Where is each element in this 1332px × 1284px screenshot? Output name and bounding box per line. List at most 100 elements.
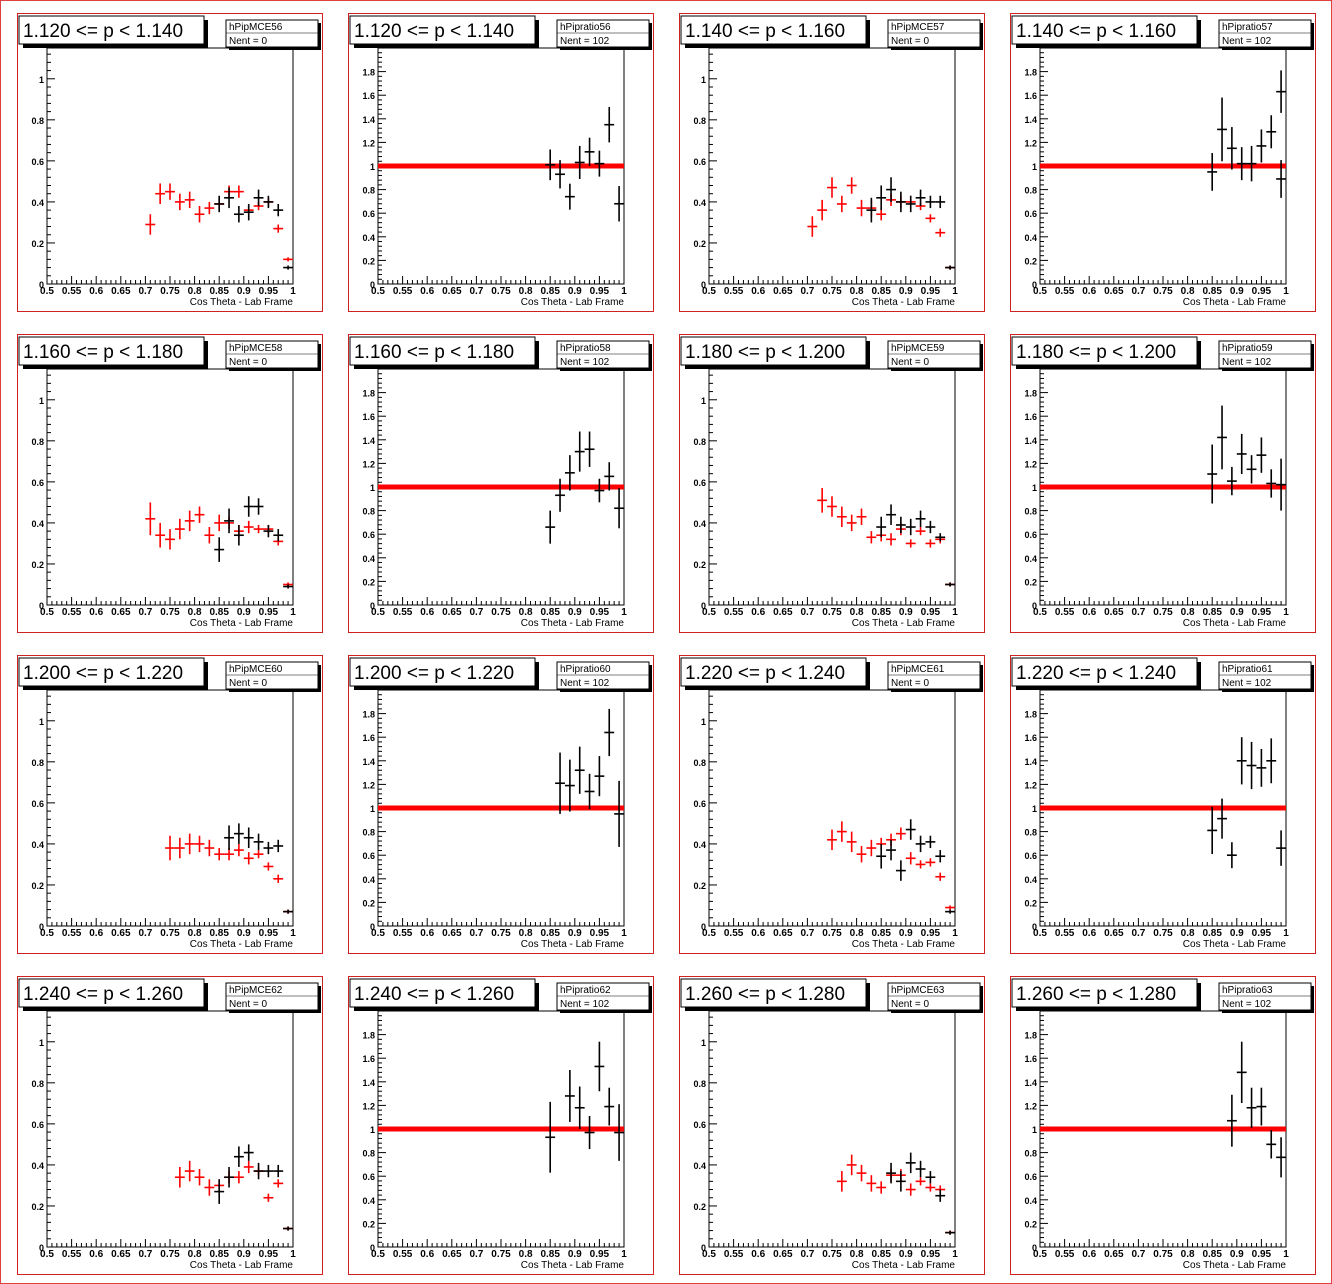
x-tick-label: 0.8 — [850, 286, 864, 297]
data-point — [604, 462, 615, 491]
pad-title: 1.180 <= p < 1.200 — [685, 342, 845, 363]
x-tick-label: 0.65 — [1104, 1249, 1124, 1260]
x-tick-label: 0.9 — [899, 607, 913, 618]
x-tick-label: 0.6 — [751, 1249, 765, 1260]
y-tick-label: 0.2 — [693, 560, 706, 570]
data-point — [915, 189, 926, 207]
x-tick-label: 0.95 — [259, 607, 279, 618]
pad-title: 1.200 <= p < 1.220 — [354, 663, 514, 684]
pad-title: 1.260 <= p < 1.280 — [685, 984, 845, 1005]
data-point — [876, 843, 887, 869]
mc-point — [174, 837, 185, 859]
y-tick-label: 1.6 — [362, 1054, 375, 1064]
histogram-pad: 0.5 0.55 0.6 0.65 0.7 0.75 0.8 0.85 0.9 0.95 1Cos … — [348, 655, 654, 954]
histogram-pad: 0.5 0.55 0.6 0.65 0.7 0.75 0.8 0.85 0.9 0.95 1Cos … — [17, 655, 323, 954]
y-tick-label: 1.2 — [362, 138, 375, 148]
data-point — [545, 510, 556, 544]
y-tick-label: 0 — [370, 1243, 375, 1253]
x-tick-label: 0.8 — [519, 1249, 533, 1260]
y-tick-label: 0.4 — [693, 198, 706, 208]
mc-point — [214, 848, 225, 861]
x-axis-title: Cos Theta - Lab Frame — [190, 297, 294, 308]
pad-title: 1.180 <= p < 1.200 — [1016, 342, 1176, 363]
data-point — [555, 752, 565, 814]
mc-point — [856, 845, 867, 863]
y-tick-label: 0.4 — [31, 1161, 44, 1171]
x-tick-label: 0.55 — [724, 286, 744, 297]
x-axis-title: Cos Theta - Lab Frame — [852, 618, 956, 629]
data-point — [1246, 455, 1257, 484]
y-tick-label: 0.6 — [693, 157, 706, 167]
histogram-pad: 0.5 0.55 0.6 0.65 0.7 0.75 0.8 0.85 0.9 0.95 1Cos … — [17, 13, 323, 312]
x-tick-label: 0.5 — [1033, 607, 1047, 618]
y-tick-label: 0 — [701, 601, 706, 611]
mc-point — [145, 214, 156, 235]
data-point — [614, 780, 624, 847]
x-tick-label: 0.9 — [1230, 928, 1244, 939]
y-tick-label: 1 — [39, 717, 44, 727]
data-point — [895, 1171, 906, 1192]
data-point — [935, 195, 946, 209]
x-tick-label: 0.5 — [702, 928, 716, 939]
data-point — [886, 177, 896, 202]
mc-point — [866, 531, 877, 544]
y-tick-label: 0.8 — [693, 437, 706, 447]
stats-box — [556, 661, 650, 690]
x-tick-label: 0.95 — [590, 607, 610, 618]
data-series — [876, 819, 955, 914]
data-point — [905, 518, 916, 536]
histogram-pad: 0.5 0.55 0.6 0.65 0.7 0.75 0.8 0.85 0.9 0.95 1Cos … — [1010, 976, 1316, 1275]
x-tick-label: 0.75 — [160, 286, 180, 297]
data-series — [214, 187, 293, 270]
data-point — [925, 195, 936, 209]
x-tick-label: 0.75 — [160, 928, 180, 939]
x-tick-label: 1 — [952, 928, 958, 939]
y-tick-label: 0.2 — [362, 577, 375, 587]
mc-point — [165, 529, 175, 550]
data-point — [224, 1166, 234, 1188]
pad-frame — [348, 334, 654, 633]
y-tick-label: 1 — [701, 396, 706, 406]
title-box — [1011, 15, 1198, 45]
x-tick-label: 1 — [952, 607, 958, 618]
x-tick-label: 0.5 — [702, 1249, 716, 1260]
x-axis-title: Cos Theta - Lab Frame — [190, 939, 294, 950]
data-point — [283, 909, 293, 914]
data-point — [614, 186, 624, 222]
x-tick-label: 0.55 — [1055, 286, 1075, 297]
pad-title: 1.140 <= p < 1.160 — [1016, 21, 1176, 42]
x-tick-label: 0.7 — [800, 928, 814, 939]
data-point — [1236, 433, 1247, 475]
data-point — [1256, 129, 1267, 163]
x-tick-label: 0.8 — [1181, 1249, 1195, 1260]
x-tick-label: 0.7 — [1131, 286, 1145, 297]
y-tick-label: 0.2 — [1024, 898, 1037, 908]
mc-point — [935, 228, 946, 237]
x-tick-label: 0.75 — [1153, 1249, 1173, 1260]
x-tick-label: 1 — [952, 286, 958, 297]
y-tick-label: 0 — [701, 1243, 706, 1253]
x-tick-label: 0.5 — [1033, 1249, 1047, 1260]
y-tick-label: 0.6 — [693, 799, 706, 809]
mc-point — [876, 1181, 887, 1194]
x-tick-label: 0.85 — [540, 607, 560, 618]
data-point — [1246, 145, 1257, 182]
mc-point — [905, 539, 916, 548]
mc-point — [836, 506, 847, 528]
pad-title: 1.220 <= p < 1.240 — [1016, 663, 1176, 684]
mc-point — [184, 833, 195, 855]
data-point — [895, 860, 906, 881]
data-point — [564, 759, 575, 812]
mc-point — [174, 193, 185, 211]
x-tick-label: 0.95 — [590, 928, 610, 939]
y-tick-label: 0.6 — [31, 799, 44, 809]
x-tick-label: 0.65 — [442, 1249, 462, 1260]
pad-frame — [17, 655, 323, 954]
mc-point — [194, 506, 205, 523]
mc-point — [915, 1177, 926, 1186]
y-tick-label: 0.2 — [693, 239, 706, 249]
x-tick-label: 0.75 — [1153, 286, 1173, 297]
data-point — [545, 1101, 556, 1173]
pad-title: 1.200 <= p < 1.220 — [23, 663, 183, 684]
pad-frame — [17, 13, 323, 312]
